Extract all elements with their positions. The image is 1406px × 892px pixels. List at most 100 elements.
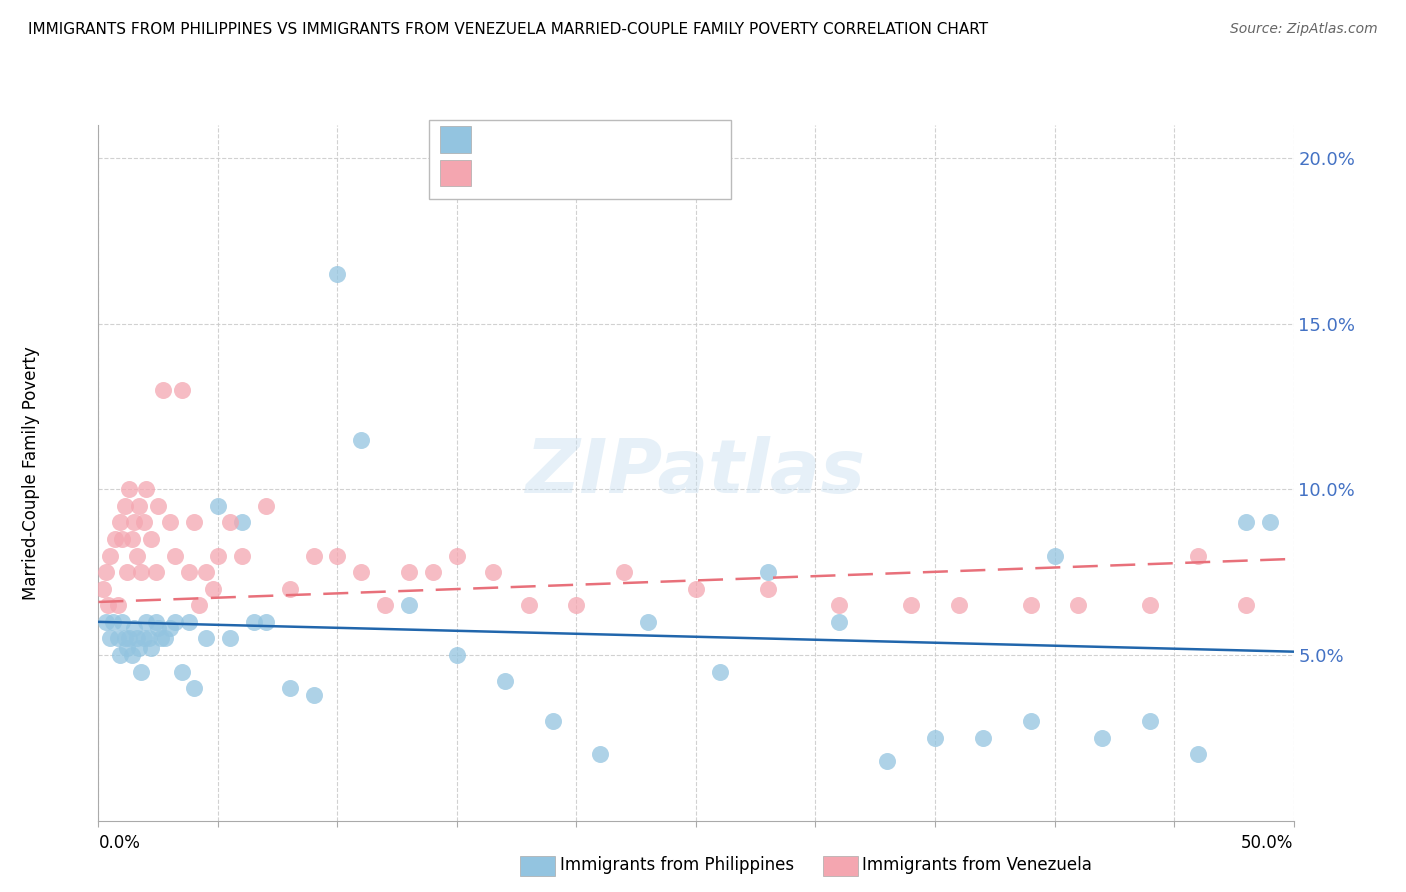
Point: [350, 433, 373, 447]
Point: [107, 632, 129, 646]
Point: [900, 599, 922, 613]
Point: [1067, 599, 1090, 613]
Point: [128, 499, 150, 513]
Point: [172, 383, 194, 397]
Point: [131, 665, 153, 679]
Point: [231, 549, 253, 563]
Point: [94, 615, 117, 629]
Point: [446, 549, 468, 563]
Point: [94, 565, 117, 579]
Point: [111, 532, 134, 546]
Point: [118, 632, 141, 646]
Point: [152, 383, 174, 397]
Point: [187, 599, 209, 613]
Point: [159, 516, 181, 530]
Point: [139, 532, 162, 546]
Point: [876, 754, 898, 768]
Point: [398, 565, 420, 579]
Text: R =: R =: [479, 165, 520, 183]
Text: N =: N =: [600, 131, 637, 149]
Point: [1139, 714, 1161, 729]
Text: 56: 56: [640, 165, 662, 183]
Point: [302, 688, 325, 702]
Point: [145, 565, 167, 579]
Point: [139, 641, 162, 656]
Point: [254, 615, 277, 629]
Point: [326, 267, 349, 281]
Text: Immigrants from Philippines: Immigrants from Philippines: [560, 856, 794, 874]
Point: [1019, 599, 1042, 613]
Point: [924, 731, 946, 745]
Point: [541, 714, 564, 729]
Text: IMMIGRANTS FROM PHILIPPINES VS IMMIGRANTS FROM VENEZUELA MARRIED-COUPLE FAMILY P: IMMIGRANTS FROM PHILIPPINES VS IMMIGRANT…: [28, 22, 988, 37]
Point: [350, 565, 373, 579]
Point: [278, 582, 301, 596]
Point: [125, 549, 148, 563]
Point: [828, 599, 851, 613]
Point: [91, 582, 114, 596]
Text: 0.056: 0.056: [517, 165, 569, 183]
Point: [114, 632, 136, 646]
Point: [98, 549, 122, 563]
Point: [163, 615, 186, 629]
Point: [1019, 714, 1042, 729]
Text: -0.027: -0.027: [517, 131, 576, 149]
Text: Source: ZipAtlas.com: Source: ZipAtlas.com: [1230, 22, 1378, 37]
Point: [111, 615, 134, 629]
Point: [517, 599, 540, 613]
Point: [202, 582, 225, 596]
Point: [115, 565, 138, 579]
Point: [179, 565, 201, 579]
Text: ZIPatlas: ZIPatlas: [526, 436, 866, 509]
Point: [183, 516, 205, 530]
Point: [1043, 549, 1066, 563]
Point: [243, 615, 266, 629]
Point: [114, 499, 136, 513]
Point: [219, 516, 242, 530]
Point: [494, 674, 516, 689]
Point: [481, 565, 505, 579]
Point: [163, 549, 186, 563]
Point: [148, 622, 170, 636]
Point: [374, 599, 396, 613]
Point: [709, 665, 731, 679]
Text: 56: 56: [640, 131, 662, 149]
Point: [1234, 516, 1257, 530]
Text: Immigrants from Venezuela: Immigrants from Venezuela: [862, 856, 1091, 874]
Point: [159, 622, 181, 636]
Point: [1258, 516, 1281, 530]
Point: [565, 599, 588, 613]
Point: [398, 599, 420, 613]
Point: [135, 615, 157, 629]
Point: [145, 615, 167, 629]
Point: [828, 615, 851, 629]
Point: [179, 615, 201, 629]
Point: [231, 516, 253, 530]
Point: [118, 483, 141, 497]
Point: [101, 615, 124, 629]
Point: [637, 615, 659, 629]
Text: 0.0%: 0.0%: [98, 834, 141, 852]
Point: [1187, 549, 1209, 563]
Point: [125, 632, 148, 646]
Point: [194, 565, 217, 579]
Point: [108, 648, 131, 662]
Point: [132, 632, 155, 646]
Point: [1091, 731, 1114, 745]
Point: [972, 731, 994, 745]
Point: [155, 632, 177, 646]
Point: [446, 648, 468, 662]
Point: [121, 532, 143, 546]
Text: R =: R =: [479, 131, 516, 149]
Point: [132, 516, 155, 530]
Point: [98, 632, 122, 646]
Point: [756, 582, 779, 596]
Point: [1139, 599, 1161, 613]
Point: [124, 516, 146, 530]
Point: [135, 483, 157, 497]
Point: [108, 516, 131, 530]
Point: [1234, 599, 1257, 613]
Point: [326, 549, 349, 563]
Point: [194, 632, 217, 646]
Point: [207, 499, 229, 513]
